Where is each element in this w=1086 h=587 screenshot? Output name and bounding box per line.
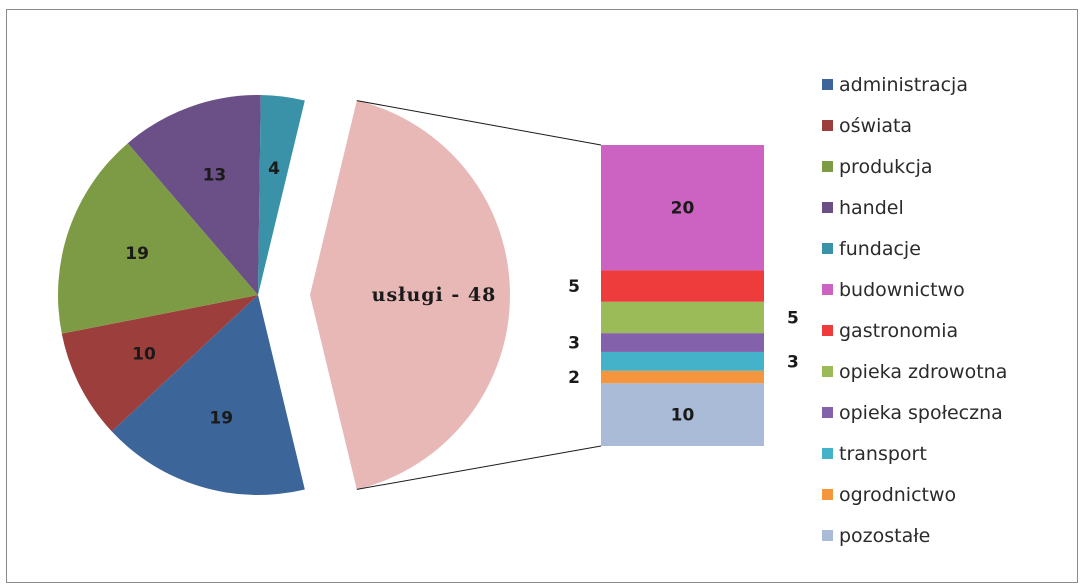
pie-slice-handel (127, 95, 261, 296)
legend-swatch (822, 448, 833, 459)
legend-swatch (822, 79, 833, 90)
legend-label: transport (839, 442, 927, 465)
pie-slice-fundacje (258, 95, 305, 296)
legend-item-produkcja: produkcja (822, 146, 1007, 187)
bar-segment-opieka-zdrowotna (601, 301, 764, 334)
legend-label: opieka zdrowotna (839, 360, 1008, 383)
pie-label-administracja: 19 (209, 409, 233, 429)
legend-swatch (822, 489, 833, 500)
legend-label: oświata (839, 114, 913, 137)
legend-item-ogrodnictwo: ogrodnictwo (822, 474, 1007, 515)
legend-label: fundacje (839, 237, 921, 260)
legend-label: opieka społeczna (839, 401, 1003, 424)
pie-label-uslugi: usługi - 48 (372, 284, 497, 306)
legend-swatch (822, 161, 833, 172)
bar-segment-budownictwo (601, 145, 764, 271)
bar-label-ogrodnictwo: 2 (568, 368, 580, 388)
legend-item-opieka-zdrowotna: opieka zdrowotna (822, 351, 1007, 392)
legend: administracja oświata produkcja handel funda… (822, 64, 1007, 556)
pie-slice-produkcja (58, 143, 259, 334)
pie-slice-uslugi (310, 100, 510, 490)
connector-line-top (356, 100, 602, 146)
bar-segment-opieka-spoleczna (601, 333, 764, 352)
legend-item-handel: handel (822, 187, 1007, 228)
legend-swatch (822, 284, 833, 295)
bar-label-pozostale: 10 (671, 406, 695, 426)
bar-label-opieka-spoleczna: 3 (568, 334, 580, 354)
legend-label: ogrodnictwo (839, 483, 957, 506)
pie-label-produkcja: 19 (125, 244, 149, 264)
legend-swatch (822, 325, 833, 336)
legend-item-oswiata: oświata (822, 105, 1007, 146)
legend-label: produkcja (839, 155, 933, 178)
pie-label-oswiata: 10 (132, 344, 156, 364)
legend-label: budownictwo (839, 278, 965, 301)
legend-label: pozostałe (839, 524, 931, 547)
pie-slice-administracja (111, 295, 305, 495)
bar-label-transport: 3 (787, 352, 799, 372)
bar-segment-gastronomia (601, 270, 764, 302)
pie-label-fundacje: 4 (268, 159, 280, 179)
legend-item-fundacje: fundacje (822, 228, 1007, 269)
bar-label-opieka-zdrowotna: 5 (787, 308, 799, 328)
legend-swatch (822, 120, 833, 131)
legend-label: handel (839, 196, 904, 219)
legend-swatch (822, 407, 833, 418)
bar-label-gastronomia: 5 (568, 277, 580, 297)
legend-swatch (822, 366, 833, 377)
bar-segment-pozostale (601, 383, 764, 446)
pie-label-handel: 13 (203, 166, 227, 186)
legend-item-pozostale: pozostałe (822, 515, 1007, 556)
legend-swatch (822, 530, 833, 541)
legend-item-opieka-spoleczna: opieka społeczna (822, 392, 1007, 433)
legend-item-transport: transport (822, 433, 1007, 474)
pie-slice-oswiata (61, 295, 258, 432)
legend-label: gastronomia (839, 319, 959, 342)
bar-label-budownictwo: 20 (671, 199, 695, 219)
legend-item-gastronomia: gastronomia (822, 310, 1007, 351)
connector-line-bottom (356, 445, 602, 490)
legend-swatch (822, 202, 833, 213)
legend-swatch (822, 243, 833, 254)
legend-item-administracja: administracja (822, 64, 1007, 105)
bar-segment-ogrodnictwo (601, 370, 764, 384)
legend-item-budownictwo: budownictwo (822, 269, 1007, 310)
legend-label: administracja (839, 73, 968, 96)
bar-segment-transport (601, 351, 764, 371)
